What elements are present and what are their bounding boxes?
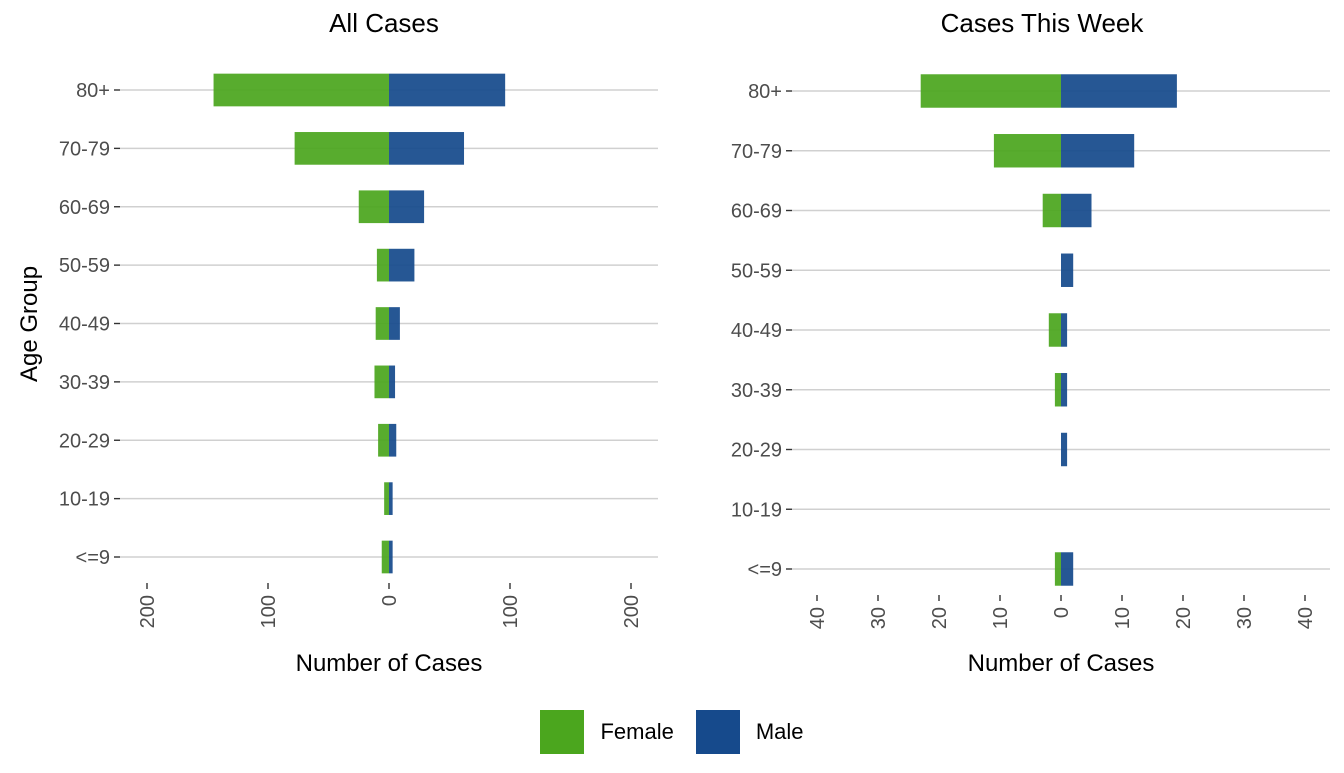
bar-female-0-5 (374, 365, 389, 399)
x-tick-label-1-5: 10 (1112, 607, 1134, 629)
legend-label-female: Female (600, 719, 674, 744)
x-axis-label-1: Number of Cases (968, 650, 1155, 677)
legend-swatch-female (540, 710, 585, 754)
y-axis-label: Age Group (16, 266, 43, 382)
y-tick-label-1-0: 80+ (748, 81, 782, 103)
bar-male-1-4 (1061, 313, 1068, 347)
y-tick-label-0-6: 20-29 (59, 430, 110, 452)
x-tick-label-1-2: 20 (929, 607, 951, 629)
legend-item-female: Female (540, 710, 674, 754)
bar-male-1-1 (1061, 134, 1135, 168)
x-tick-label-1-1: 30 (868, 607, 890, 629)
x-tick-label-0-2: 0 (379, 595, 401, 606)
y-tick-label-0-1: 70-79 (59, 138, 110, 160)
x-axis-label-0: Number of Cases (296, 650, 483, 677)
legend-label-male: Male (755, 719, 804, 744)
legend: Female Male (0, 708, 1344, 756)
bar-female-1-1 (993, 134, 1061, 168)
y-tick-label-0-3: 50-59 (59, 255, 110, 277)
legend-swatch-male (695, 710, 740, 754)
bar-male-0-3 (389, 248, 415, 282)
y-tick-label-1-3: 50-59 (731, 260, 782, 282)
bar-female-0-1 (294, 132, 389, 165)
x-tick-label-1-8: 40 (1295, 607, 1317, 629)
bar-female-0-3 (376, 248, 389, 282)
x-tick-label-0-0: 200 (137, 595, 159, 628)
y-tick-label-0-0: 80+ (76, 80, 110, 102)
x-tick-label-1-6: 20 (1173, 607, 1195, 629)
y-tick-label-1-2: 60-69 (731, 201, 782, 223)
bar-male-0-0 (389, 73, 506, 107)
x-tick-label-0-4: 200 (621, 595, 643, 628)
bar-male-0-4 (389, 307, 400, 340)
bar-male-1-2 (1061, 193, 1092, 228)
x-tick-label-1-7: 30 (1234, 607, 1256, 629)
bar-female-1-2 (1042, 193, 1061, 228)
chart-title-0: All Cases (329, 8, 439, 38)
bar-male-1-5 (1061, 373, 1068, 407)
y-tick-label-0-7: 10-19 (59, 489, 110, 511)
y-tick-label-0-5: 30-39 (59, 372, 110, 394)
bar-male-1-0 (1061, 74, 1177, 108)
x-tick-label-1-4: 0 (1051, 607, 1073, 618)
x-tick-label-1-0: 40 (807, 607, 829, 629)
bar-male-1-8 (1061, 552, 1074, 586)
y-tick-label-1-8: <=9 (748, 559, 782, 581)
bar-male-0-8 (389, 540, 393, 574)
x-tick-label-0-3: 100 (500, 595, 522, 628)
x-tick-label-0-1: 100 (258, 595, 280, 628)
bar-male-0-5 (389, 365, 396, 399)
bar-male-0-6 (389, 423, 397, 457)
y-tick-label-0-2: 60-69 (59, 197, 110, 219)
bar-female-1-5 (1054, 373, 1061, 407)
bar-male-0-7 (389, 482, 393, 515)
y-tick-label-1-6: 20-29 (731, 440, 782, 462)
bar-female-1-4 (1048, 313, 1061, 347)
bar-female-0-7 (384, 482, 389, 515)
y-tick-label-0-8: <=9 (76, 547, 110, 569)
y-tick-label-1-1: 70-79 (731, 141, 782, 163)
bar-female-1-8 (1054, 552, 1061, 586)
bar-male-1-6 (1061, 432, 1068, 467)
y-tick-label-1-5: 30-39 (731, 380, 782, 402)
bar-female-1-0 (920, 74, 1061, 108)
bar-male-0-1 (389, 132, 465, 165)
legend-item-male: Male (695, 710, 804, 754)
y-tick-label-0-4: 40-49 (59, 314, 110, 336)
y-tick-label-1-7: 10-19 (731, 499, 782, 521)
bar-female-0-0 (213, 73, 389, 107)
x-tick-label-1-3: 10 (990, 607, 1012, 629)
y-tick-label-1-4: 40-49 (731, 320, 782, 342)
chart-title-1: Cases This Week (941, 8, 1145, 38)
bar-male-0-2 (389, 190, 425, 224)
bar-female-0-4 (375, 307, 389, 340)
bar-female-0-8 (381, 540, 389, 574)
bar-female-0-6 (378, 423, 389, 457)
bar-female-0-2 (358, 190, 389, 224)
bar-male-1-3 (1061, 253, 1074, 287)
